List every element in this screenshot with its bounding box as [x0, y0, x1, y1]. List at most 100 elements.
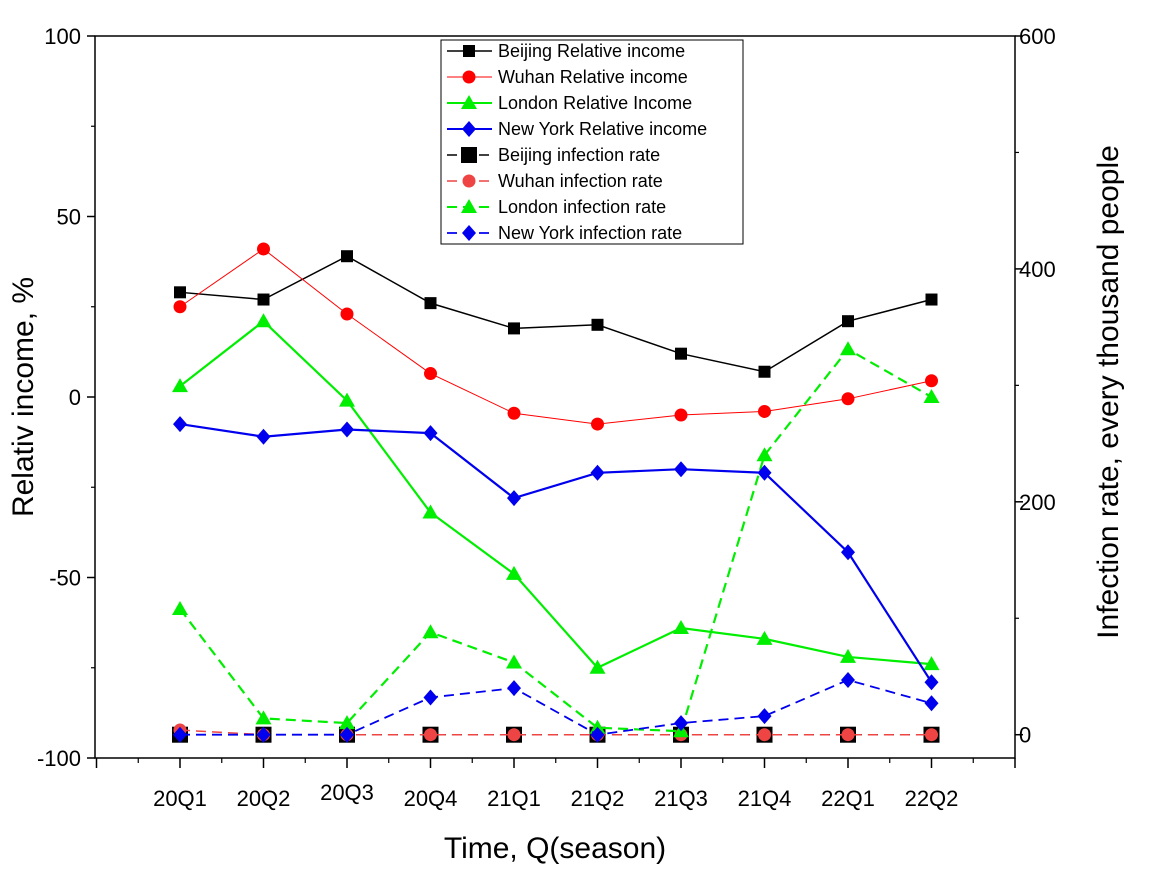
legend-marker	[462, 174, 476, 188]
data-point	[674, 715, 688, 732]
data-point	[256, 428, 271, 445]
data-point	[923, 656, 940, 671]
y2-tick-label: 400	[1019, 257, 1056, 282]
y-tick-label: -50	[49, 566, 81, 591]
series-line	[179, 422, 933, 683]
data-point	[756, 447, 773, 462]
y-tick-label: 0	[69, 385, 81, 410]
series-line	[179, 248, 932, 425]
legend-marker	[462, 225, 476, 241]
data-point	[257, 242, 270, 256]
data-point	[758, 728, 771, 742]
legend-label: Beijing Relative income	[498, 41, 685, 61]
legend-marker	[462, 70, 476, 84]
data-point	[341, 250, 353, 263]
series-beijing-relative-income	[174, 250, 938, 378]
legend-label: New York infection rate	[498, 223, 682, 243]
series-layer	[172, 242, 940, 743]
series-new-york-infection-rate	[173, 671, 939, 743]
y-tick-label: -100	[37, 746, 81, 771]
series-wuhan-infection-rate	[173, 723, 938, 742]
series-line	[179, 255, 932, 373]
y2-tick-label: 200	[1019, 490, 1056, 515]
data-point	[340, 307, 354, 321]
x-tick-label: 21Q4	[738, 786, 792, 811]
data-point	[508, 322, 520, 335]
legend-entry: Beijing Relative income	[447, 41, 685, 61]
data-point	[424, 297, 437, 310]
data-point	[174, 286, 186, 299]
legend-label: Wuhan Relative income	[498, 67, 688, 87]
data-point	[340, 421, 354, 438]
data-point	[591, 318, 604, 331]
data-point	[925, 728, 938, 742]
data-point	[590, 726, 605, 743]
data-point	[507, 728, 521, 742]
x-tick-label: 20Q2	[237, 786, 291, 811]
y2-axis-title: Infection rate, every thousand people	[1092, 145, 1125, 639]
data-point	[841, 544, 855, 561]
data-point	[506, 654, 522, 669]
data-point	[172, 378, 188, 393]
data-point	[423, 425, 438, 442]
legend-marker	[461, 95, 477, 109]
x-tick-label: 21Q3	[654, 786, 708, 811]
data-point	[339, 392, 355, 407]
data-point	[591, 417, 604, 431]
legend-label: London Relative Income	[498, 93, 692, 113]
x-tick-label: 22Q1	[821, 786, 875, 811]
data-point	[674, 461, 688, 478]
data-point	[675, 347, 687, 360]
legend-label: Wuhan infection rate	[498, 171, 663, 191]
x-tick-label: 21Q1	[487, 786, 541, 811]
data-point	[424, 728, 437, 742]
data-point	[925, 374, 938, 388]
y-tick-label: 50	[57, 205, 81, 230]
data-point	[757, 464, 772, 481]
legend-marker	[461, 199, 477, 213]
x-axis-title: Time, Q(season)	[444, 832, 666, 865]
legend-entry: Wuhan infection rate	[447, 171, 663, 191]
data-point	[424, 367, 437, 381]
data-point	[256, 726, 271, 743]
data-point	[673, 620, 689, 635]
series-line	[180, 679, 932, 736]
data-point	[257, 293, 270, 306]
data-point	[255, 313, 272, 328]
data-point	[173, 726, 187, 743]
legend-marker	[461, 147, 477, 163]
legend-entry: Beijing infection rate	[447, 145, 660, 165]
data-point	[506, 565, 522, 580]
data-point	[924, 695, 939, 712]
series-line	[179, 347, 933, 733]
series-london-relative-income	[172, 313, 940, 674]
legend-box	[440, 39, 744, 245]
y2-tick-label: 0	[1019, 723, 1031, 748]
data-point	[841, 671, 855, 688]
data-point	[255, 710, 272, 725]
data-point	[840, 341, 856, 356]
y-axis-title: Relativ income, %	[7, 277, 40, 517]
x-tick-label: 20Q3	[320, 780, 374, 805]
data-point	[507, 680, 521, 697]
x-tick-label: 21Q2	[571, 786, 625, 811]
legend: Beijing Relative income Wuhan Relative in…	[440, 39, 744, 245]
data-point	[423, 689, 438, 706]
series-new-york-relative-income	[173, 416, 939, 691]
y2-tick-label: 600	[1019, 24, 1056, 49]
data-point	[590, 464, 605, 481]
data-point	[757, 708, 772, 725]
data-point	[674, 408, 688, 422]
data-point	[340, 726, 354, 743]
axes: -100 -50 0 50 100 0 200 400 600 20Q1 20Q2 20Q3 20Q4 2…	[37, 24, 1056, 811]
legend-entry: New York infection rate	[447, 223, 682, 243]
data-point	[422, 624, 439, 639]
legend-entry: Wuhan Relative income	[447, 67, 688, 87]
data-point	[507, 406, 521, 420]
legend-entry: London Relative Income	[447, 93, 692, 113]
x-tick-label: 20Q4	[404, 786, 458, 811]
data-point	[589, 659, 606, 674]
legend-entry: New York Relative income	[447, 119, 707, 139]
x-tick-label: 20Q1	[153, 786, 207, 811]
